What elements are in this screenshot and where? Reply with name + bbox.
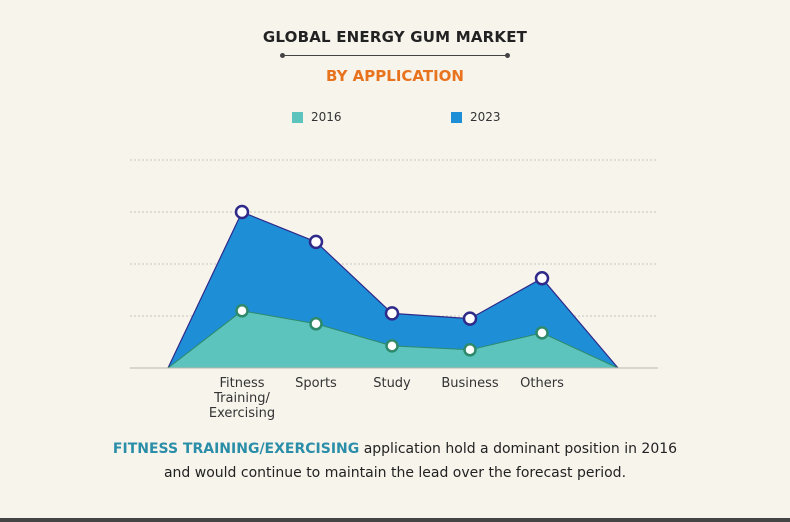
point-2023 bbox=[384, 306, 400, 321]
chart-subtitle: BY APPLICATION bbox=[325, 67, 464, 85]
legend-item-2023: 2023 bbox=[451, 110, 501, 124]
caption-highlight: FITNESS TRAINING/EXERCISING bbox=[112, 441, 360, 457]
point-2016 bbox=[309, 317, 323, 331]
x-tick-label: Study bbox=[373, 376, 411, 391]
point-2023 bbox=[308, 234, 324, 250]
point-2016 bbox=[535, 326, 549, 340]
caption-line-2: and would continue to maintain the lead … bbox=[163, 465, 627, 481]
chart-title: GLOBAL ENERGY GUM MARKET bbox=[262, 28, 528, 46]
point-2016 bbox=[235, 304, 249, 318]
point-2016 bbox=[463, 343, 477, 357]
legend-label-2023: 2023 bbox=[470, 110, 501, 124]
legend-swatch-2023 bbox=[451, 111, 462, 123]
point-2016 bbox=[385, 339, 399, 353]
x-tick-label: Business bbox=[441, 376, 499, 391]
x-tick-label: Fitness Training/Exercising bbox=[208, 376, 276, 421]
legend-item-2016: 2016 bbox=[292, 110, 342, 124]
x-tick-label: Others bbox=[520, 376, 564, 391]
title-divider bbox=[280, 53, 510, 58]
caption-line-1-text: application hold a dominant position in … bbox=[359, 441, 678, 457]
caption-line-1: FITNESS TRAINING/EXERCISING application … bbox=[0, 437, 790, 461]
x-tick-label: Sports bbox=[295, 376, 337, 391]
bottom-border bbox=[0, 518, 790, 522]
point-2023 bbox=[534, 271, 550, 286]
legend-swatch-2016 bbox=[292, 111, 303, 123]
point-2023 bbox=[234, 204, 250, 220]
legend-label-2016: 2016 bbox=[311, 110, 342, 124]
chart-caption: FITNESS TRAINING/EXERCISING application … bbox=[0, 437, 790, 485]
series-2016-area bbox=[168, 310, 618, 368]
point-2023 bbox=[462, 311, 478, 326]
